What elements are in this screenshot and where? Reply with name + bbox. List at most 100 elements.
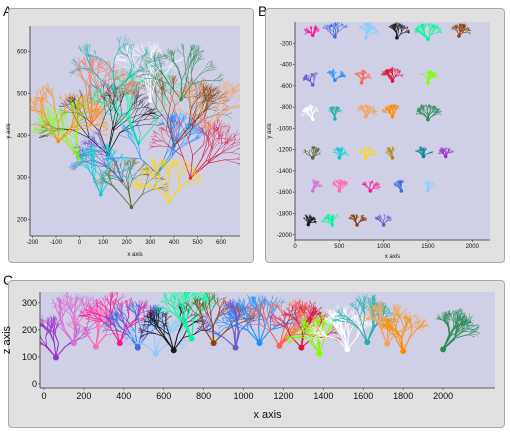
dendrite-branch <box>74 164 82 166</box>
dendrite-branch <box>143 68 150 73</box>
dendrite-branch <box>242 100 246 105</box>
dendrite-branch <box>95 120 102 125</box>
dendrite-branch <box>61 99 65 105</box>
dendrite-branch <box>129 170 133 180</box>
dendrite-branch <box>189 167 195 169</box>
dendrite-branch <box>92 100 96 106</box>
dendrite-branch <box>155 65 163 73</box>
dendrite-branch <box>231 88 237 96</box>
dendrite-branch <box>127 159 129 165</box>
dendrite-branch <box>210 85 214 92</box>
dendrite-branch <box>156 166 161 172</box>
dendrite-branch <box>141 52 147 59</box>
dendrite-branch <box>244 171 251 175</box>
dendrite-branch <box>400 28 402 32</box>
dendrite-branch <box>246 159 252 160</box>
dendrite-branch <box>227 135 236 142</box>
dendrite-branch <box>50 120 54 127</box>
dendrite-branch <box>127 131 130 139</box>
dendrite-branch <box>440 30 442 32</box>
dendrite-branch <box>103 128 110 132</box>
dendrite-branch <box>395 28 397 33</box>
dendrite-branch <box>60 109 63 115</box>
dendrite-branch <box>237 148 240 149</box>
dendrite-branch <box>246 96 248 101</box>
dendrite-branch <box>98 87 103 94</box>
dendrite-branch <box>126 46 128 52</box>
dendrite-branch <box>125 84 130 92</box>
dendrite-branch <box>213 77 219 82</box>
dendrite-branch <box>145 169 151 174</box>
dendrite-branch <box>222 82 225 88</box>
dendrite-branch <box>87 49 90 58</box>
dendrite-branch <box>367 23 370 25</box>
dendrite-branch <box>113 118 129 131</box>
dendrite-branch <box>156 78 170 85</box>
dendrite-branch <box>137 119 140 126</box>
dendrite-branch <box>221 91 225 97</box>
dendrite-branch <box>172 163 176 166</box>
dendrite-branch <box>64 98 67 105</box>
dendrite-branch <box>162 140 171 148</box>
dendrite-branch <box>121 160 126 166</box>
panel-letter-b: B <box>258 3 268 19</box>
dendrite-branch <box>187 138 193 156</box>
dendrite-branch <box>364 23 366 25</box>
dendrite-branch <box>152 133 157 137</box>
dendrite-branch <box>166 63 174 73</box>
dendrite-branch <box>211 68 215 71</box>
dendrite-branch <box>94 139 100 145</box>
dendrite-branch <box>189 128 196 135</box>
dendrite-branch <box>76 161 84 163</box>
dendrite-branch <box>315 29 318 31</box>
dendrite-branch <box>344 24 347 27</box>
dendrite-branch <box>38 130 46 135</box>
dendrite-branch <box>149 169 153 173</box>
dendrite-branch <box>87 53 92 56</box>
dendrite-branch <box>151 171 156 176</box>
dendrite-branch <box>140 65 152 71</box>
dendrite-branch <box>316 28 319 30</box>
dendrite-branch <box>135 182 139 186</box>
dendrite-branch <box>102 150 117 162</box>
dendrite-branch <box>91 140 95 142</box>
dendrite-branch <box>105 148 109 156</box>
dendrite-branch <box>114 150 118 155</box>
dendrite-branch <box>327 26 330 29</box>
dendrite-branch <box>206 70 212 72</box>
dendrite-branch <box>91 78 98 85</box>
dendrite-branch <box>139 56 144 67</box>
dendrite-branch <box>130 58 138 68</box>
dendrite-branch <box>126 118 139 144</box>
dendrite-branch <box>50 92 55 100</box>
dendrite-branch <box>184 120 187 127</box>
dendrite-branch <box>173 117 177 122</box>
dendrite-branch <box>33 97 37 102</box>
dendrite-branch <box>213 86 220 92</box>
dendrite-branch <box>174 49 180 52</box>
dendrite-branch <box>188 127 191 137</box>
dendrite-branch <box>136 106 143 113</box>
dendrite-branch <box>195 83 201 89</box>
dendrite-branch <box>220 107 233 116</box>
dendrite-branch <box>77 98 81 106</box>
dendrite-branch <box>187 90 193 95</box>
dendrite-branch <box>203 95 209 103</box>
dendrite-branch <box>174 83 183 85</box>
dendrite-branch <box>207 129 212 136</box>
dendrite-branch <box>198 50 204 53</box>
x-tick-label: -100 <box>50 240 63 246</box>
dendrite-branch <box>85 154 87 161</box>
dendrite-branch <box>174 161 177 165</box>
dendrite-branch <box>70 161 75 166</box>
dendrite-branch <box>76 155 81 157</box>
dendrite-branch <box>129 131 135 136</box>
dendrite-branch <box>167 113 169 120</box>
dendrite-branch <box>19 127 26 129</box>
dendrite-branch <box>364 25 366 27</box>
dendrite-branch <box>133 129 135 136</box>
dendrite-branch <box>194 170 198 175</box>
neuron-soma <box>333 34 337 39</box>
dendrite-branch <box>99 78 116 92</box>
dendrite-branch <box>49 88 52 94</box>
